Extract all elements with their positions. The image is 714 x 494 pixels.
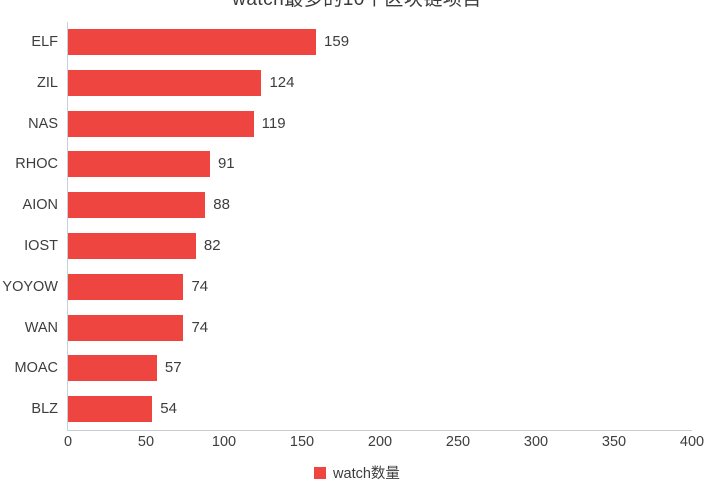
bar-rhoc[interactable] xyxy=(68,151,210,178)
bar-yoyow[interactable] xyxy=(68,273,184,300)
legend-square-marker xyxy=(314,466,327,479)
bar-value-label: 54 xyxy=(160,400,177,418)
category-label-iost: IOST xyxy=(24,238,58,254)
category-label-zil: ZIL xyxy=(37,74,58,91)
x-tick-label: 250 xyxy=(445,434,471,450)
bar-iost[interactable] xyxy=(68,233,196,259)
bar-elf[interactable] xyxy=(68,29,317,55)
x-tick-label: 50 xyxy=(137,434,155,450)
chart-title: watch最多的10个区块链项目 xyxy=(0,0,714,11)
bar-row: YOYOW 74 xyxy=(2,267,692,307)
x-axis-line xyxy=(68,430,692,431)
bar-nas[interactable] xyxy=(68,110,254,137)
bar-blz[interactable] xyxy=(68,396,153,423)
x-tick-label: 0 xyxy=(63,434,73,450)
bar-value-label: 57 xyxy=(164,359,182,377)
category-label-elf: ELF xyxy=(31,34,58,50)
category-label-aion: AION xyxy=(22,197,58,214)
bar-value-label: 159 xyxy=(324,33,350,50)
bar-zil[interactable] xyxy=(68,69,262,96)
legend-item-label: watch数量 xyxy=(333,466,400,482)
category-label-blz: BLZ xyxy=(31,401,58,418)
category-label-nas: NAS xyxy=(28,115,58,132)
bar-row: NAS 119 xyxy=(28,104,692,144)
category-label-rhoc: RHOC xyxy=(15,156,58,173)
bar-row: AION 88 xyxy=(23,185,692,225)
x-tick-label: 300 xyxy=(523,434,549,450)
plot-area: ELF 159 ZIL 124 NAS 119 RHOC 91 AION 88 IOST 82 YOYO… xyxy=(2,22,692,430)
bar-row: WAN 74 xyxy=(25,308,692,348)
bar-row: IOST 82 xyxy=(24,226,692,266)
bar-moac[interactable] xyxy=(68,355,157,382)
bar-value-label: 74 xyxy=(191,318,209,336)
x-tick-label: 400 xyxy=(679,434,705,450)
bar-row: ZIL 124 xyxy=(37,63,692,103)
category-label-moac: MOAC xyxy=(14,360,59,377)
bar-value-label: 124 xyxy=(269,73,295,91)
bar-row: BLZ 54 xyxy=(31,389,692,429)
chart-legend: watch数量 xyxy=(0,462,714,483)
bar-value-label: 74 xyxy=(191,277,209,295)
category-label-yoyow: YOYOW xyxy=(2,278,58,295)
bar-row: ELF 159 xyxy=(31,22,692,62)
bar-value-label: 119 xyxy=(261,114,286,132)
bar-row: RHOC 91 xyxy=(15,144,692,184)
category-label-wan: WAN xyxy=(24,319,58,336)
x-tick-label: 350 xyxy=(601,434,627,450)
bar-value-label: 88 xyxy=(213,196,230,214)
x-tick-label: 150 xyxy=(289,434,315,450)
bar-wan[interactable] xyxy=(68,314,184,341)
bar-aion[interactable] xyxy=(68,192,206,219)
y-axis-line xyxy=(67,22,68,431)
bar-value-label: 82 xyxy=(203,237,221,254)
bar-row: MOAC 57 xyxy=(15,348,692,388)
bar-value-label: 91 xyxy=(217,155,235,173)
x-tick-label: 200 xyxy=(367,434,393,450)
x-tick-label: 100 xyxy=(211,434,237,450)
